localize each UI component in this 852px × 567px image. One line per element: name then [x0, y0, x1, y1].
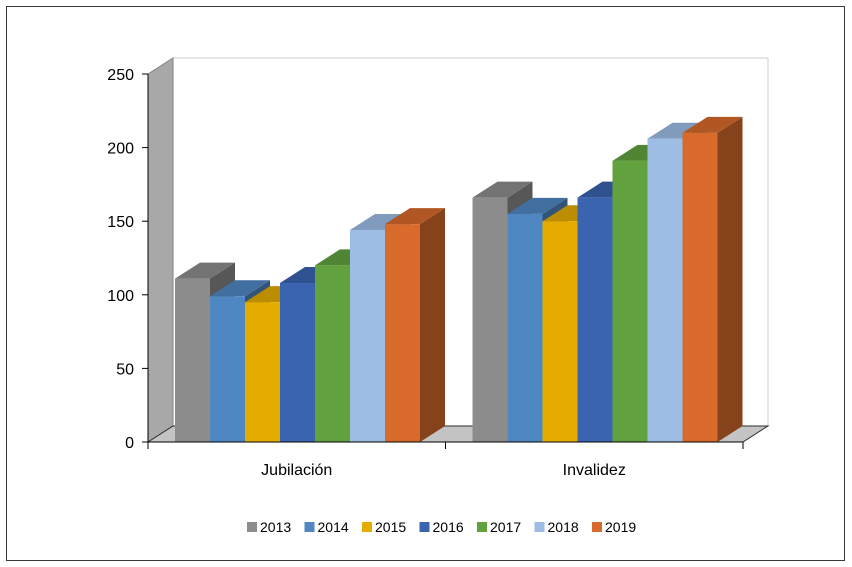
- bar-front: [315, 265, 350, 442]
- bar: [682, 116, 743, 442]
- legend-label: 2013: [260, 519, 291, 535]
- bar-top: [210, 280, 270, 297]
- bar-front: [210, 296, 245, 442]
- bar-top: [682, 116, 743, 133]
- legend-item: 2014: [304, 519, 349, 535]
- legend-label: 2017: [490, 519, 521, 535]
- x-tick-label: Jubilación: [261, 462, 332, 479]
- legend-label: 2016: [433, 519, 464, 535]
- y-tick-label: 200: [107, 141, 134, 158]
- legend-label: 2014: [318, 519, 349, 535]
- bar-front: [682, 132, 718, 442]
- bar-top: [175, 262, 235, 279]
- legend-item: 2015: [362, 519, 406, 535]
- bar-top: [385, 208, 445, 225]
- legend-label: 2015: [375, 519, 406, 535]
- legend-swatch: [534, 522, 545, 532]
- legend-label: 2019: [605, 519, 636, 535]
- bar-side: [717, 116, 743, 442]
- bar-front: [245, 302, 280, 442]
- bar-front: [175, 278, 210, 442]
- y-tick-label: 150: [107, 214, 134, 231]
- legend-swatch: [592, 522, 602, 532]
- legend-item: 2013: [247, 519, 291, 535]
- y-tick-label: 0: [125, 435, 134, 452]
- legend-swatch: [247, 522, 257, 532]
- axes-group: 0 50 100 150 200 250 Jubilación Invalidez: [107, 67, 744, 479]
- bar-front: [507, 213, 543, 442]
- bar-top: [507, 197, 568, 214]
- bars-group: [175, 116, 743, 442]
- bar-front: [350, 230, 385, 442]
- bar-front: [612, 160, 648, 442]
- legend-swatch: [362, 522, 372, 532]
- y-tick-label: 250: [107, 67, 134, 84]
- legend-item: 2018: [534, 519, 579, 535]
- legend-item: 2019: [592, 519, 636, 535]
- bar-front: [280, 283, 315, 442]
- bar-front: [385, 224, 420, 442]
- side-wall: [147, 57, 174, 443]
- legend-swatch: [419, 522, 430, 532]
- bar-top: [472, 181, 533, 198]
- bar-front: [577, 197, 613, 442]
- bar-front: [542, 221, 578, 442]
- y-tick-label: 100: [107, 288, 134, 305]
- bar-front: [472, 197, 508, 442]
- legend-item: 2017: [477, 519, 521, 535]
- x-tick-label: Invalidez: [563, 462, 626, 479]
- y-tick-label: 50: [116, 361, 134, 378]
- legend-item: 2016: [419, 519, 464, 535]
- legend-swatch: [477, 522, 487, 532]
- bar-side: [420, 208, 445, 442]
- bar: [385, 208, 445, 442]
- legend-label: 2018: [548, 519, 579, 535]
- legend-swatch: [304, 522, 315, 532]
- bar-front: [647, 138, 683, 442]
- legend: 2013 2014 2015 2016 2017 2018 2019: [247, 519, 636, 535]
